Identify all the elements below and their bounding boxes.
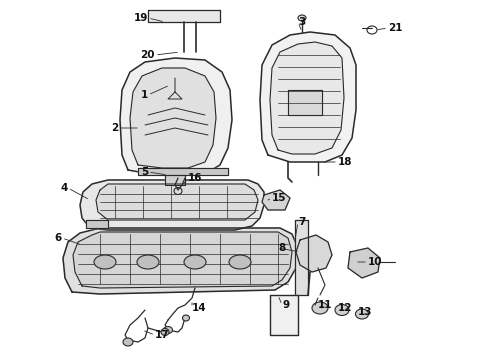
Ellipse shape [356, 309, 368, 319]
Text: 5: 5 [141, 167, 148, 177]
Polygon shape [288, 90, 322, 115]
Text: 11: 11 [318, 300, 333, 310]
Text: 12: 12 [338, 303, 352, 313]
Ellipse shape [312, 302, 328, 314]
Polygon shape [80, 180, 264, 230]
Ellipse shape [184, 255, 206, 269]
Polygon shape [120, 58, 232, 175]
Polygon shape [73, 232, 292, 288]
Text: 14: 14 [192, 303, 207, 313]
Text: 4: 4 [61, 183, 68, 193]
Text: 9: 9 [282, 300, 289, 310]
Text: 8: 8 [278, 243, 285, 253]
Polygon shape [270, 295, 298, 335]
Ellipse shape [182, 315, 190, 321]
Polygon shape [86, 220, 108, 228]
Ellipse shape [94, 255, 116, 269]
Polygon shape [348, 248, 380, 278]
Text: 19: 19 [134, 13, 148, 23]
Text: 7: 7 [298, 217, 305, 227]
Text: 21: 21 [388, 23, 402, 33]
Polygon shape [295, 220, 308, 295]
Polygon shape [63, 228, 298, 294]
Polygon shape [262, 190, 290, 210]
Polygon shape [165, 175, 185, 185]
Ellipse shape [335, 305, 349, 315]
Polygon shape [296, 235, 332, 272]
Text: 3: 3 [298, 17, 305, 27]
Ellipse shape [161, 328, 169, 336]
Polygon shape [130, 68, 216, 168]
Text: 18: 18 [338, 157, 352, 167]
Text: 2: 2 [111, 123, 118, 133]
Polygon shape [260, 32, 356, 162]
Ellipse shape [164, 327, 172, 333]
Text: 6: 6 [55, 233, 62, 243]
Text: 16: 16 [188, 173, 202, 183]
Polygon shape [138, 168, 228, 175]
Ellipse shape [123, 338, 133, 346]
Text: 10: 10 [368, 257, 383, 267]
Text: 13: 13 [358, 307, 372, 317]
Polygon shape [270, 42, 344, 154]
Ellipse shape [137, 255, 159, 269]
Text: 17: 17 [155, 330, 170, 340]
Text: 1: 1 [141, 90, 148, 100]
Text: 20: 20 [141, 50, 155, 60]
Ellipse shape [298, 15, 306, 21]
Polygon shape [148, 10, 220, 22]
Ellipse shape [229, 255, 251, 269]
Text: 15: 15 [272, 193, 287, 203]
Polygon shape [96, 184, 258, 220]
